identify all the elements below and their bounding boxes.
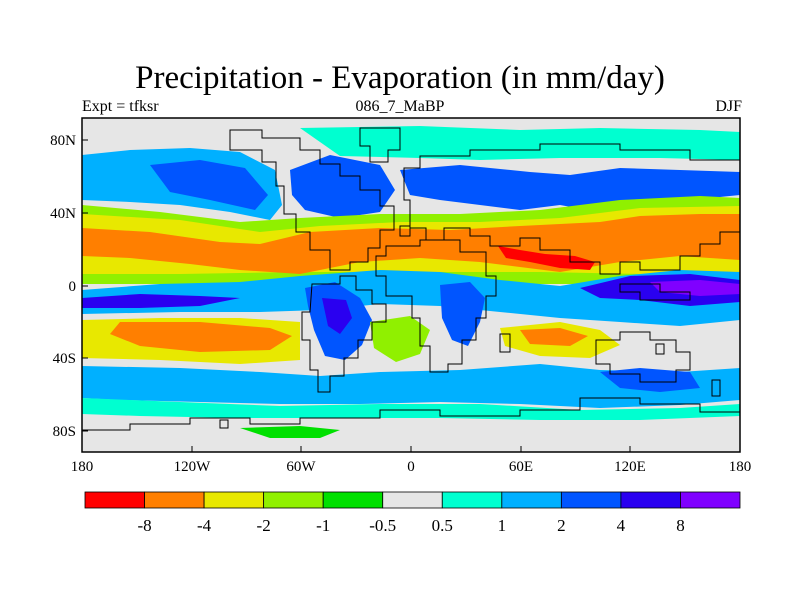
colorbar-label: 2 (557, 516, 566, 535)
madagascar-coast (499, 333, 511, 353)
period-label: 086_7_MaBP (355, 98, 445, 115)
small-island-2 (655, 343, 665, 355)
s-america-core (322, 298, 352, 334)
indonesia-coast (619, 283, 691, 301)
arctic-moist-zone (300, 126, 740, 160)
colorbar-label: -0.5 (369, 516, 396, 535)
colorbar-swatch (144, 491, 205, 509)
n-pacific-wet-core (150, 160, 268, 210)
colorbar-label: -4 (197, 516, 212, 535)
small-island-1 (399, 225, 411, 237)
s-indian-dry-core (520, 328, 588, 346)
y-tick-0: 0 (69, 279, 77, 295)
south-america-coast (301, 275, 387, 393)
x-tick-60e: 60E (509, 459, 533, 475)
colorbar-swatch (322, 491, 384, 509)
y-tick-80n: 80N (50, 133, 76, 149)
colorbar-label: 1 (498, 516, 507, 535)
y-tick-40s: 40S (53, 351, 76, 367)
australia-coast (595, 331, 691, 383)
colorbar-label: 8 (676, 516, 685, 535)
x-tick-120w: 120W (174, 459, 212, 475)
new-zealand-coast (711, 379, 721, 397)
y-tick-40n: 40N (50, 206, 76, 222)
colorbar-label: -2 (257, 516, 271, 535)
itcz-band (82, 270, 740, 326)
x-tick-180w: 180 (71, 459, 94, 475)
field-layer (82, 118, 740, 452)
colorbar-swatch (203, 491, 265, 509)
colorbar-swatch (680, 491, 741, 509)
north-america-coast (229, 129, 395, 271)
southern-ocean-band (82, 398, 740, 420)
eurasia-coast (403, 143, 740, 275)
s-pacific-dry (110, 322, 292, 352)
antarctica-coast (82, 397, 740, 431)
experiment-label: Expt = tfksr (82, 98, 159, 115)
colorbar-swatch (84, 491, 145, 509)
colorbar: -8 -4 -2 -1 -0.5 0.5 1 2 4 8 (84, 491, 741, 535)
x-tick-0: 0 (407, 459, 415, 475)
colorbar-label: -1 (316, 516, 330, 535)
x-tick-60w: 60W (286, 459, 316, 475)
small-island-3 (219, 419, 229, 429)
x-tick-180e: 180 (729, 459, 752, 475)
n-atlantic-wet-band (290, 155, 395, 218)
colorbar-swatch (382, 491, 443, 509)
africa-wet (440, 282, 485, 346)
colorbar-label: -8 (137, 516, 151, 535)
x-tick-120e: 120E (614, 459, 646, 475)
axis-ticks (81, 139, 741, 452)
s-atlantic-dry (370, 316, 430, 362)
africa-coast (375, 239, 497, 373)
antarctic-margin (240, 426, 340, 438)
y-tick-80s: 80S (53, 424, 76, 440)
season-label: DJF (715, 98, 742, 115)
colorbar-swatch (620, 491, 681, 509)
map-title: Precipitation - Evaporation (in mm/day) (135, 60, 665, 96)
southern-ocean-wet (82, 364, 740, 408)
colorbar-swatch (501, 491, 562, 509)
greenland-coast (359, 127, 401, 163)
itcz-core (82, 294, 240, 308)
colorbar-swatch (263, 491, 324, 509)
colorbar-label: 0.5 (432, 516, 453, 535)
arabia-strong-dry (498, 246, 595, 270)
colorbar-label: 4 (617, 516, 626, 535)
colorbar-swatch (441, 491, 503, 509)
colorbar-swatch (560, 491, 622, 509)
coastlines (82, 127, 740, 431)
